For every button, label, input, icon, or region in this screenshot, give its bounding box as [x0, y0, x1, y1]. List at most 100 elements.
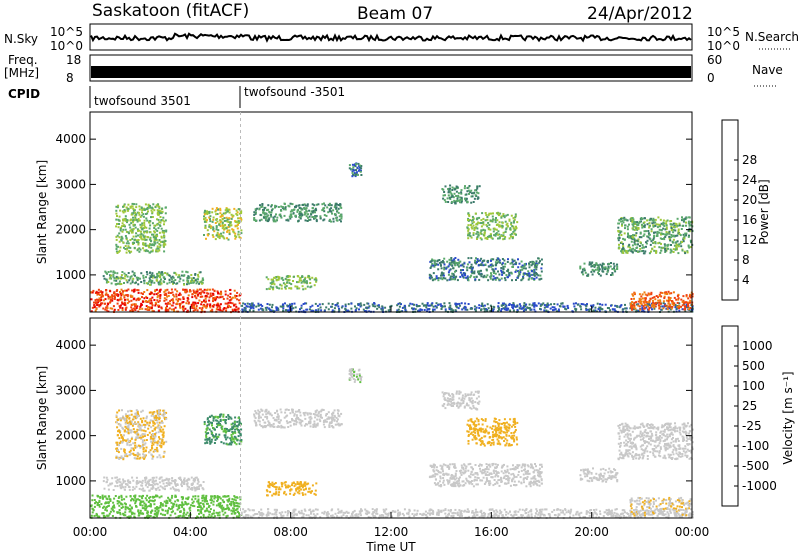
echo-cell: [622, 221, 625, 224]
echo-cell: [311, 203, 314, 206]
echo-cell: [685, 304, 688, 307]
echo-cell: [126, 516, 129, 519]
echo-cell: [306, 204, 309, 207]
echo-cell: [484, 219, 487, 222]
echo-cell: [144, 242, 147, 245]
echo-cell: [662, 222, 665, 225]
echo-cell: [244, 303, 247, 306]
echo-cell: [480, 232, 483, 235]
echo-cell: [448, 191, 451, 194]
echo-cell: [248, 303, 251, 306]
echo-cell: [111, 506, 114, 509]
echo-cell: [147, 282, 149, 285]
echo-cell: [150, 510, 153, 513]
echo-cell: [425, 306, 428, 309]
echo-cell: [677, 297, 680, 300]
echo-cell: [107, 501, 110, 504]
echo-cell: [246, 302, 249, 305]
echo-cell: [126, 221, 128, 224]
echo-cell: [159, 297, 162, 300]
echo-cell: [456, 511, 459, 514]
echo-cell: [596, 264, 599, 267]
echo-cell: [446, 279, 449, 282]
echo-cell: [286, 304, 289, 307]
echo-cell: [647, 303, 650, 306]
echo-cell: [117, 245, 119, 248]
echo-cell: [270, 213, 272, 216]
echo-cell: [170, 304, 173, 307]
echo-cell: [197, 302, 200, 305]
echo-cell: [536, 273, 538, 276]
echo-cell: [653, 249, 656, 252]
echo-cell: [445, 515, 448, 518]
echo-cell: [213, 230, 216, 233]
echo-cell: [215, 207, 218, 210]
echo-cell: [215, 225, 218, 228]
nave-tick-bottom: 0: [707, 71, 715, 85]
echo-cell: [293, 302, 296, 305]
echo-cell: [135, 239, 138, 242]
echo-cell: [504, 236, 507, 238]
echo-cell: [158, 205, 161, 208]
echo-cell: [510, 232, 513, 235]
echo-cell: [222, 500, 225, 503]
echo-cell: [535, 260, 538, 263]
echo-cell: [684, 305, 686, 308]
echo-cell: [482, 221, 485, 224]
echo-cell: [98, 499, 101, 502]
echo-cell: [227, 210, 229, 213]
echo-cell: [458, 262, 460, 265]
echo-cell: [282, 307, 285, 310]
echo-cell: [649, 238, 652, 241]
echo-cell: [210, 495, 213, 498]
echo-cell: [267, 514, 270, 517]
echo-cell: [238, 236, 241, 239]
echo-cell: [660, 232, 663, 235]
echo-cell: [118, 495, 121, 498]
echo-cell: [585, 309, 588, 311]
echo-cell: [442, 509, 445, 512]
echo-cell: [658, 246, 661, 249]
echo-cell: [171, 494, 174, 497]
echo-cell: [141, 211, 143, 214]
echo-cell: [133, 297, 135, 300]
echo-cell: [149, 274, 152, 277]
echo-cell: [669, 239, 672, 242]
echo-cell: [461, 308, 464, 311]
echo-cell: [623, 238, 626, 241]
echo-cell: [268, 288, 271, 290]
echo-cell: [315, 309, 318, 312]
echo-cell: [310, 210, 313, 213]
echo-cell: [661, 292, 664, 294]
echo-cell: [372, 305, 375, 308]
echo-cell: [676, 301, 679, 304]
echo-cell: [670, 227, 673, 229]
echo-cell: [508, 302, 511, 305]
echo-cell: [229, 289, 232, 291]
echo-cell: [146, 300, 149, 303]
echo-cell: [468, 232, 471, 235]
echo-cell: [663, 243, 666, 246]
echo-cell: [431, 302, 434, 305]
echo-cell: [360, 167, 363, 170]
nsearch-tick-bottom: 10^0: [707, 39, 740, 53]
echo-cell: [671, 235, 674, 238]
echo-cell: [459, 196, 462, 199]
echo-cell: [508, 218, 511, 221]
echo-cell: [337, 305, 340, 308]
echo-cell: [490, 265, 493, 268]
echo-cell: [688, 246, 691, 249]
echo-cell: [681, 218, 684, 221]
echo-cell: [228, 304, 231, 307]
echo-cell: [512, 303, 515, 306]
echo-cell: [121, 225, 124, 228]
echo-cell: [217, 208, 220, 211]
echo-region: [253, 202, 343, 223]
echo-cell: [222, 298, 225, 300]
echo-cell: [134, 303, 137, 306]
echo-cell: [626, 225, 629, 228]
echo-cell: [233, 505, 236, 508]
echo-cell: [487, 228, 490, 231]
echo-cell: [200, 291, 203, 294]
echo-cell: [104, 507, 107, 510]
